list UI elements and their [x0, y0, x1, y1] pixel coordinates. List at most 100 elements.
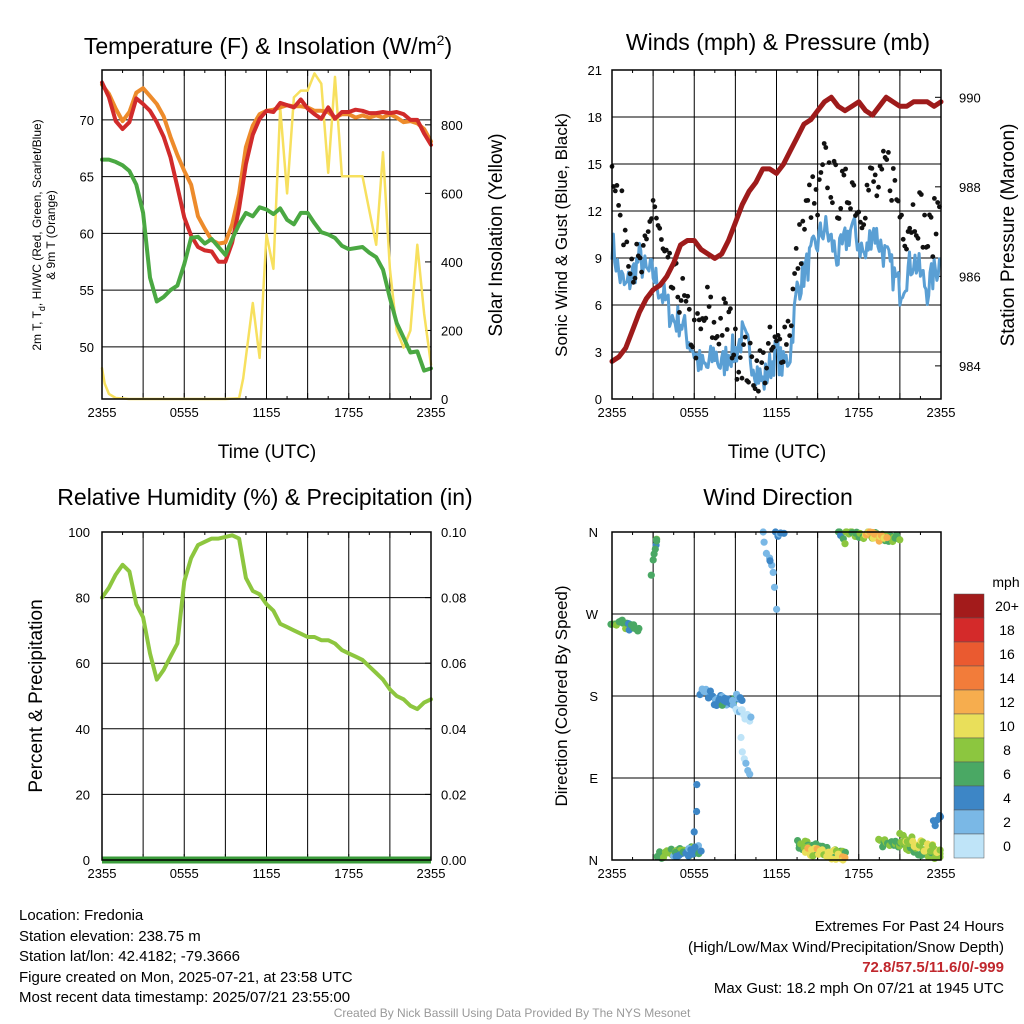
y-tick-label-right: 600 [441, 186, 463, 201]
direction-point [738, 696, 746, 705]
gust-point [856, 209, 862, 215]
gust-point [912, 229, 918, 234]
colorbar-swatch [953, 737, 985, 763]
colorbar-swatch [953, 617, 985, 643]
direction-point [738, 748, 746, 756]
y-tick-label-right: 400 [441, 255, 463, 270]
y-tick-label-left: 100 [68, 525, 90, 540]
colorbar-swatch [953, 689, 985, 715]
gust-point [848, 206, 853, 212]
y-tick-label-left: 18 [588, 110, 602, 125]
title-superscript: 2 [437, 32, 445, 48]
gust-point [818, 170, 824, 175]
gust-point [810, 174, 816, 180]
gust-point [932, 196, 937, 201]
gust-point [813, 187, 819, 192]
colorbar-label: 12 [999, 694, 1015, 710]
y-tick-label-right: 990 [959, 90, 981, 105]
gust-point [780, 359, 786, 365]
x-tick-label: 2355 [927, 405, 956, 420]
gust-point [823, 145, 829, 150]
gust-point [838, 206, 844, 211]
gust-point [788, 323, 794, 329]
y-tick-label-left: 65 [80, 170, 94, 185]
gust-point [614, 183, 620, 188]
x-tick-label: 1755 [844, 405, 873, 420]
gust-point [933, 231, 939, 237]
gust-point [874, 193, 880, 199]
direction-point [652, 536, 661, 544]
figure-created: Figure created on Mon, 2025-07-21, at 23… [19, 968, 353, 986]
gust-point [627, 271, 633, 277]
y-tick-label-right: 988 [959, 180, 981, 195]
gust-point [858, 219, 863, 225]
gust-point [644, 236, 649, 242]
sustained-wind-line [610, 215, 942, 391]
gust-point [785, 318, 791, 324]
colorbar-title: mph [992, 574, 1019, 590]
gust-point [793, 246, 799, 251]
y-tick-label-left: 6 [595, 298, 602, 313]
direction-point [770, 583, 779, 591]
credit-line: Created By Nick Bassill Using Data Provi… [333, 1006, 691, 1020]
y-axis-label-right: Station Pressure (Maroon) [998, 124, 1019, 347]
gust-point [670, 285, 676, 291]
temperature-panel: 50 55 60 65 70 0 200 400 600 800 2355 0555 1155 1755 2… [30, 32, 507, 463]
y-tick-label-left: 80 [76, 591, 90, 606]
gust-point [935, 200, 941, 205]
gust-point [677, 310, 682, 315]
gust-point [719, 333, 725, 338]
gust-point [800, 218, 806, 224]
colorbar-label: 4 [1003, 790, 1011, 806]
gust-point [622, 227, 628, 233]
gust-point [645, 229, 651, 235]
gust-point [915, 235, 921, 241]
gust-point [892, 178, 898, 183]
x-tick-label: 2355 [598, 866, 627, 881]
gust-point [737, 355, 743, 360]
gust-point [736, 369, 742, 375]
gust-point [925, 244, 931, 249]
gust-point [820, 162, 825, 168]
direction-point [693, 781, 701, 789]
y-tick-label-left: 60 [76, 656, 90, 671]
y-axis-label-left-line2: & 9m T (Orange) [44, 190, 58, 280]
gust-point [746, 379, 751, 385]
gust-point [650, 198, 656, 203]
gust-point [886, 150, 891, 155]
ylabel-subscript: d [37, 306, 47, 311]
plot-frame [101, 69, 432, 400]
gust-point [762, 380, 768, 386]
gust-point [808, 215, 814, 221]
gust-point [691, 317, 697, 323]
gust-point [728, 306, 733, 312]
gust-point [706, 304, 712, 309]
gust-point [887, 188, 893, 194]
plot-frame [611, 531, 942, 861]
gust-point [802, 226, 807, 232]
direction-point [769, 568, 777, 577]
gust-point [907, 225, 913, 231]
plot-frame [101, 531, 432, 861]
gust-point [734, 376, 740, 382]
direction-point [647, 571, 655, 579]
x-tick-label: 1755 [334, 405, 363, 420]
gust-point [787, 333, 793, 338]
gust-point [652, 204, 658, 210]
y-tick-label-left: 50 [80, 340, 94, 355]
gust-point [807, 182, 812, 188]
y-axis-label-left: Direction (Colored By Speed) [552, 585, 571, 806]
gust-point [889, 198, 894, 203]
y-axis-label-right: Solar Insolation (Yellow) [486, 133, 507, 336]
colorbar-label: 18 [999, 622, 1015, 638]
y-tick-label-left: 55 [80, 283, 94, 298]
gust-point [775, 333, 781, 338]
ylabel-line1: 2m T, T [30, 310, 44, 350]
direction-point [936, 846, 944, 854]
y-tick-label-left: 9 [595, 251, 602, 266]
gust-point [721, 296, 727, 302]
gust-point [890, 166, 896, 171]
direction-point [760, 538, 768, 546]
